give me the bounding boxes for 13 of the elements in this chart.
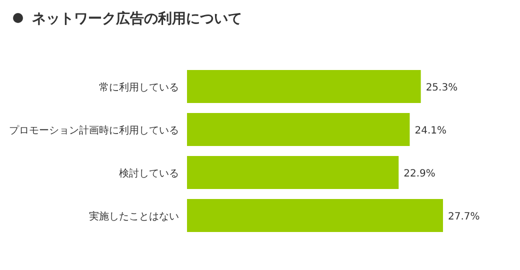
bar bbox=[187, 113, 410, 146]
chart-title: ネットワーク広告の利用について bbox=[32, 10, 242, 27]
bar bbox=[187, 156, 399, 189]
data-label: 25.3% bbox=[426, 82, 458, 94]
y-tick-label: 常に利用している bbox=[99, 82, 179, 94]
y-tick-label: プロモーション計画時に利用している bbox=[9, 124, 179, 136]
data-label: 24.1% bbox=[414, 126, 447, 136]
y-tick-label: 検討している bbox=[119, 168, 179, 180]
y-tick-label: 実施したことはない bbox=[89, 210, 179, 222]
bar bbox=[187, 70, 421, 103]
bar bbox=[187, 199, 443, 232]
data-label: 27.7% bbox=[448, 212, 480, 222]
data-label: 22.9% bbox=[404, 168, 436, 180]
